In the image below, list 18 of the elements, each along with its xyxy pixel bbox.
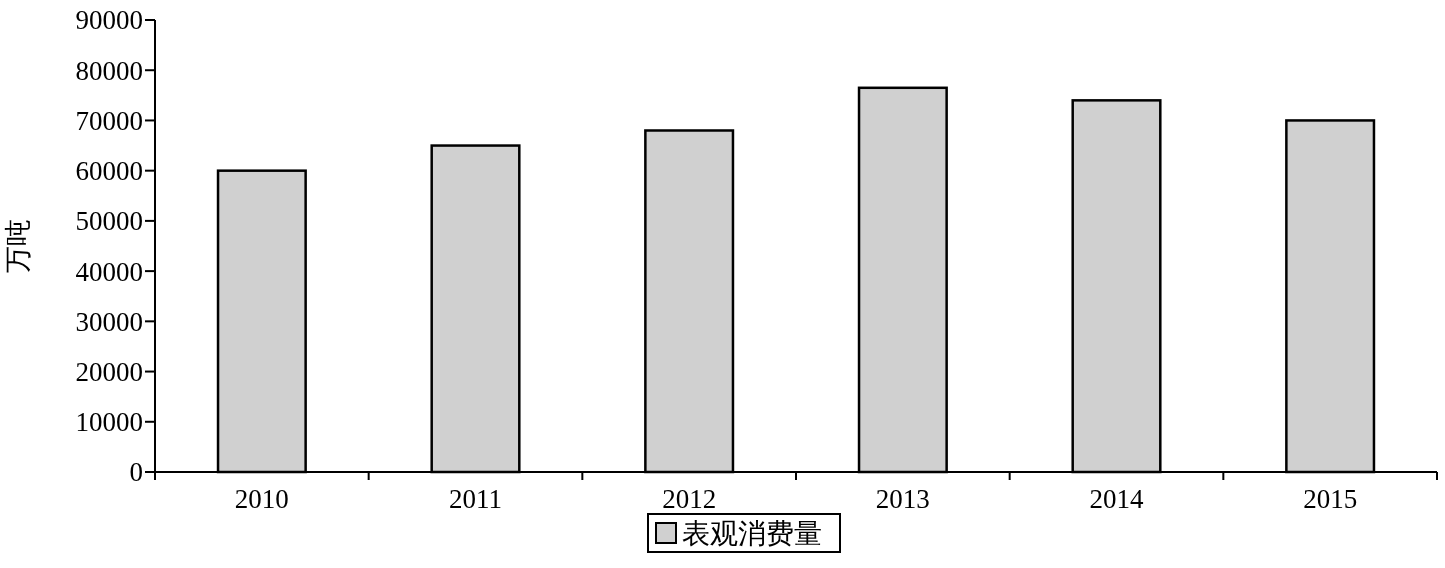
x-tick-label: 2011 xyxy=(449,484,502,514)
x-tick-label: 2013 xyxy=(875,484,930,514)
x-tick-label: 2015 xyxy=(1303,484,1358,514)
y-tick-label: 90000 xyxy=(75,5,143,36)
x-tick-label: 2014 xyxy=(1089,484,1144,514)
legend-label: 表观消费量 xyxy=(682,518,822,549)
y-tick-label: 80000 xyxy=(75,55,143,86)
x-tick-label: 2012 xyxy=(662,484,717,514)
x-tick-label: 2010 xyxy=(234,484,289,514)
y-tick-label: 0 xyxy=(129,457,143,488)
y-tick-label: 70000 xyxy=(75,105,143,136)
y-tick-label: 30000 xyxy=(75,306,143,337)
y-tick-label: 60000 xyxy=(75,156,143,187)
y-tick-label: 50000 xyxy=(75,206,143,237)
y-tick-label: 10000 xyxy=(75,407,143,438)
y-tick-label: 40000 xyxy=(75,256,143,287)
y-axis-title: 万吨 xyxy=(3,219,33,273)
y-tick-label: 20000 xyxy=(75,357,143,388)
